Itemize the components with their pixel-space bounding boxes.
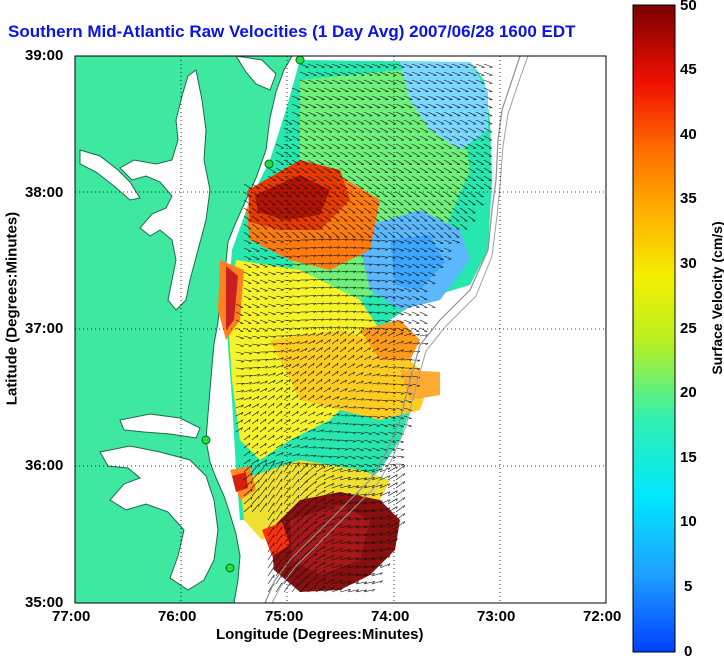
radar-site-1 (296, 56, 304, 64)
cb-tick-15: 15 (680, 449, 697, 466)
cb-tick-0: 0 (684, 643, 692, 660)
x-tick-76: 76:00 (158, 608, 196, 625)
y-tick-36: 36:00 (25, 457, 63, 474)
cb-tick-35: 35 (680, 190, 697, 207)
cb-tick-40: 40 (680, 126, 697, 143)
radar-site-2 (265, 160, 273, 168)
radar-site-3 (202, 436, 210, 444)
cb-tick-45: 45 (680, 61, 697, 78)
cb-tick-30: 30 (680, 255, 697, 272)
x-tick-75: 75:00 (265, 608, 303, 625)
y-axis-label: Latitude (Degrees:Minutes) (4, 199, 21, 419)
radar-site-4 (226, 564, 234, 572)
y-tick-37: 37:00 (25, 320, 63, 337)
cb-tick-10: 10 (680, 513, 697, 530)
cb-tick-20: 20 (680, 384, 697, 401)
colorbar (633, 5, 675, 652)
y-tick-38: 38:00 (25, 184, 63, 201)
cb-tick-25: 25 (680, 320, 697, 337)
colorbar-label: Surface Velocity (cm/s) (709, 198, 724, 398)
x-tick-72: 72:00 (583, 608, 621, 625)
x-axis-label: Longitude (Degrees:Minutes) (216, 626, 424, 643)
cb-tick-50: 50 (680, 0, 697, 14)
x-tick-73: 73:00 (477, 608, 515, 625)
y-tick-39: 39:00 (25, 47, 63, 64)
x-tick-74: 74:00 (371, 608, 409, 625)
x-tick-77: 77:00 (52, 608, 90, 625)
cb-tick-5: 5 (684, 578, 692, 595)
